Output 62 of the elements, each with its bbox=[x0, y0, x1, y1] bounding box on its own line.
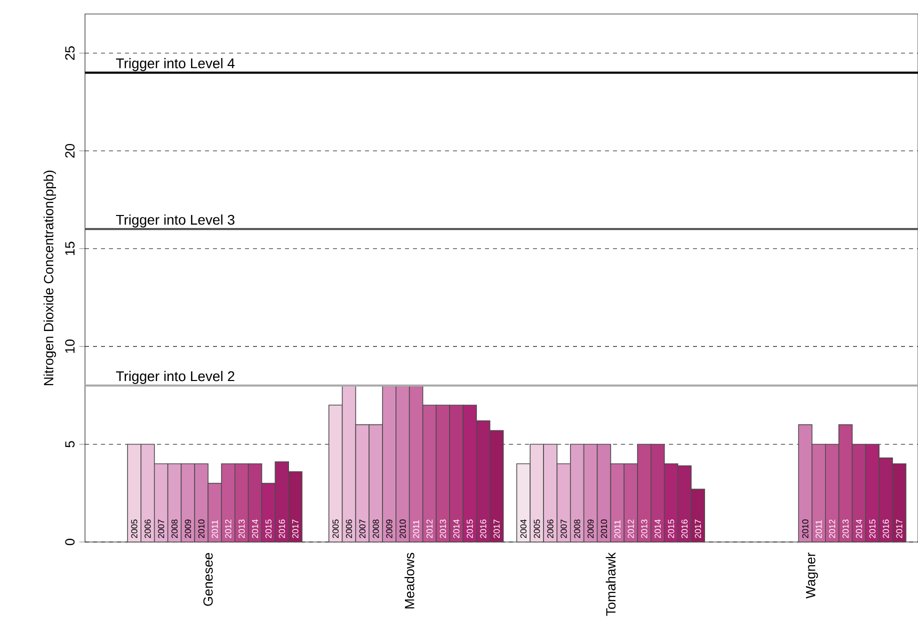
text: 2016 bbox=[882, 520, 889, 538]
text: 2005 bbox=[534, 520, 540, 538]
y-tick-label: 10 bbox=[65, 340, 75, 353]
text: 2010 bbox=[600, 520, 608, 538]
y-tick-label: 15 bbox=[65, 242, 75, 256]
text: 2015 bbox=[466, 520, 473, 538]
ref-line-label: Trigger into Level 2 bbox=[116, 370, 234, 384]
y-tick-label: 25 bbox=[65, 46, 75, 60]
text: 2013 bbox=[842, 520, 849, 538]
series-label: 2017 bbox=[292, 520, 298, 538]
series-label: 2010 bbox=[400, 520, 406, 538]
series-label: 2008 bbox=[171, 520, 178, 538]
text: 2014 bbox=[252, 519, 258, 538]
text: 2011 bbox=[413, 520, 420, 538]
text: 2015 bbox=[668, 520, 674, 538]
text: 2013 bbox=[238, 520, 245, 538]
x-tick-label: Tomahawk bbox=[606, 552, 616, 616]
y-tick-label: 0 bbox=[65, 538, 75, 546]
text: 2015 bbox=[265, 520, 272, 538]
series-label: 2004 bbox=[520, 519, 527, 538]
series-label: 2012 bbox=[426, 520, 433, 538]
text: 2011 bbox=[816, 520, 822, 538]
y-tick-label: 20 bbox=[65, 144, 75, 158]
text: 2005 bbox=[332, 520, 339, 538]
text: 2012 bbox=[225, 520, 232, 538]
text: 2006 bbox=[346, 520, 352, 538]
text: 2011 bbox=[212, 520, 218, 538]
ref-line-label: Trigger into Level 4 bbox=[116, 58, 235, 72]
text: 2012 bbox=[628, 520, 634, 538]
text: 2014 bbox=[654, 519, 661, 538]
text: 2009 bbox=[587, 520, 594, 538]
text: 2013 bbox=[641, 520, 648, 538]
text: 2012 bbox=[829, 520, 836, 538]
text: 2008 bbox=[372, 520, 379, 538]
text: 2017 bbox=[494, 520, 500, 538]
series-label: 2006 bbox=[144, 520, 151, 538]
text: 2017 bbox=[694, 520, 701, 538]
ref-line-label: Trigger into Level 3 bbox=[116, 214, 234, 228]
series-label: 2014 bbox=[453, 519, 460, 538]
text: 2010 bbox=[802, 520, 808, 538]
y-axis-title: Nitrogen Dioxide Concentration(ppb) bbox=[44, 170, 56, 386]
text: 2014 bbox=[856, 519, 862, 538]
series-label: 2016 bbox=[278, 520, 285, 538]
series-label: 2011 bbox=[614, 520, 620, 538]
series-label: 2013 bbox=[440, 520, 446, 538]
text: 2016 bbox=[480, 520, 486, 538]
text: 2006 bbox=[547, 520, 554, 538]
series-label: 2015 bbox=[869, 520, 876, 538]
x-tick-label: Genesee bbox=[203, 553, 213, 606]
series-label: 2009 bbox=[386, 520, 392, 538]
text: 2008 bbox=[574, 520, 580, 538]
text: 2007 bbox=[359, 520, 366, 538]
text: 2009 bbox=[184, 520, 192, 538]
y-tick-label: 5 bbox=[65, 441, 75, 448]
x-tick-label: Meadows bbox=[404, 552, 414, 608]
text: 2016 bbox=[681, 520, 688, 538]
text: 2017 bbox=[896, 520, 902, 538]
series-label: 2007 bbox=[560, 520, 567, 538]
text: 2007 bbox=[158, 520, 164, 538]
x-tick-label: Wagner bbox=[806, 552, 818, 599]
text: 2010 bbox=[198, 520, 204, 538]
series-label: 2005 bbox=[131, 520, 138, 538]
